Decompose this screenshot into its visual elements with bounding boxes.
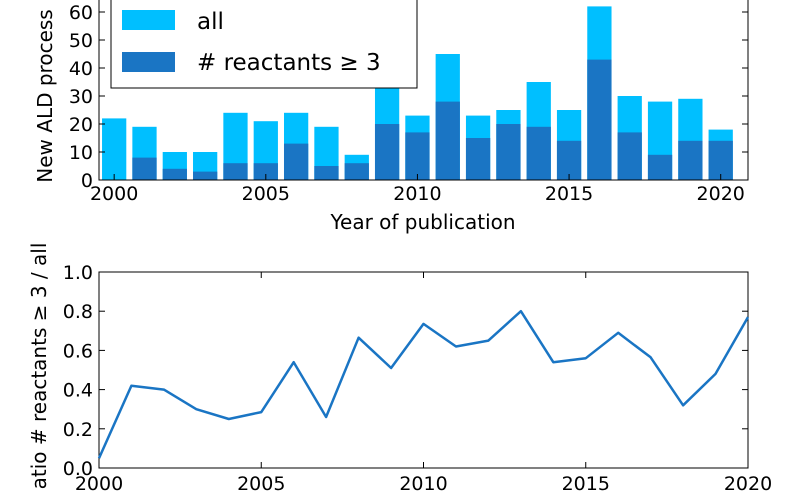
y-tick-label: 0 bbox=[81, 170, 93, 192]
bar-reactants-2015 bbox=[556, 140, 582, 180]
legend-swatch-all bbox=[122, 10, 175, 30]
line-chart-y-label: atio # reactants ≥ 3 / all bbox=[27, 243, 51, 490]
bar-reactants-2016 bbox=[587, 59, 612, 180]
bar-reactants-2001 bbox=[132, 157, 157, 180]
bar-chart-y-label: New ALD process bbox=[33, 9, 57, 182]
x-tick-label: 2020 bbox=[697, 183, 745, 205]
legend: all # reactants ≥ 3 bbox=[110, 0, 418, 89]
x-tick-label: 2010 bbox=[393, 183, 441, 205]
y-tick-label: 30 bbox=[69, 86, 93, 108]
x-tick-label: 2010 bbox=[399, 473, 447, 495]
bar-reactants-2014 bbox=[526, 126, 551, 180]
bars-reactants-series bbox=[132, 59, 733, 180]
y-tick-label: 10 bbox=[69, 142, 93, 164]
bar-reactants-2013 bbox=[496, 124, 521, 180]
x-tick-label: 2000 bbox=[75, 473, 123, 495]
x-tick-label: 2000 bbox=[90, 183, 138, 205]
legend-swatch-reactants bbox=[122, 52, 175, 72]
ratio-series-line bbox=[97, 309, 750, 459]
legend-label-reactants: # reactants ≥ 3 bbox=[197, 50, 381, 76]
bar-reactants-2020 bbox=[708, 140, 733, 180]
line-chart-panel: 2000 2005 2010 2015 2020 0.00.20.40.60.81.0 … bbox=[27, 243, 772, 495]
bar-reactants-2012 bbox=[465, 138, 491, 180]
bar-chart-x-ticks: 2000 2005 2010 2015 2020 bbox=[90, 174, 745, 205]
y-tick-label: 40 bbox=[69, 58, 93, 80]
y-tick-label: 0.6 bbox=[63, 340, 93, 362]
y-tick-label: 50 bbox=[69, 30, 93, 52]
bar-reactants-2009 bbox=[374, 124, 400, 180]
y-tick-label: 0.4 bbox=[63, 380, 93, 402]
line-chart-x-ticks: 2000 2005 2010 2015 2020 bbox=[75, 272, 772, 495]
x-tick-label: 2020 bbox=[724, 473, 772, 495]
bar-all-2000 bbox=[102, 118, 127, 180]
bar-chart-panel: 2000 2005 2010 2015 2020 0 10 20 30 40 50 60 Year … bbox=[33, 0, 749, 234]
bar-reactants-2002 bbox=[162, 168, 187, 180]
x-tick-label: 2015 bbox=[562, 473, 610, 495]
bar-reactants-2019 bbox=[678, 140, 703, 180]
bar-reactants-2003 bbox=[193, 171, 218, 180]
bar-chart-frame bbox=[98, 0, 749, 181]
bar-reactants-2018 bbox=[647, 154, 673, 180]
bar-reactants-2008 bbox=[344, 163, 369, 180]
bar-reactants-2006 bbox=[283, 143, 309, 180]
y-tick-label: 20 bbox=[69, 114, 93, 136]
y-tick-label: 0.2 bbox=[63, 419, 93, 441]
bar-chart-y-ticks: 0 10 20 30 40 50 60 bbox=[69, 2, 748, 192]
bar-reactants-2017 bbox=[617, 132, 642, 180]
x-tick-label: 2005 bbox=[242, 183, 290, 205]
legend-label-all: all bbox=[197, 9, 224, 35]
bar-reactants-2007 bbox=[314, 166, 339, 180]
bar-reactants-2011 bbox=[435, 101, 460, 180]
bar-reactants-2004 bbox=[223, 163, 248, 180]
y-tick-label: 1.0 bbox=[63, 262, 93, 284]
x-tick-label: 2015 bbox=[545, 183, 593, 205]
y-tick-label: 0.0 bbox=[63, 458, 93, 480]
line-chart-y-ticks: 0.0 0.2 0.4 0.6 0.8 1.0 bbox=[63, 262, 748, 480]
bar-reactants-2005 bbox=[253, 163, 278, 180]
y-tick-label: 0.8 bbox=[63, 301, 93, 323]
bar-chart-x-label: Year of publication bbox=[329, 210, 515, 234]
bar-reactants-2010 bbox=[405, 132, 430, 180]
line-chart-frame bbox=[98, 271, 749, 469]
x-tick-label: 2005 bbox=[237, 473, 285, 495]
y-tick-label: 60 bbox=[69, 2, 93, 24]
